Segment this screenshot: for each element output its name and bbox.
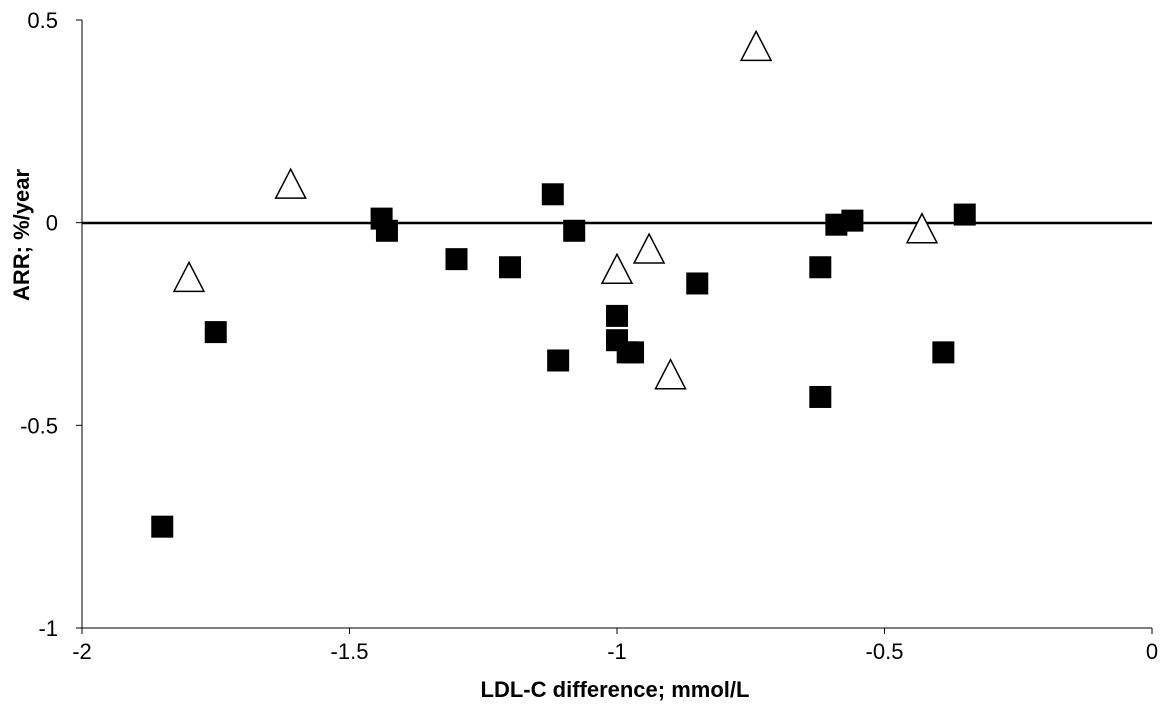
square-point — [375, 219, 398, 242]
x-axis-title: LDL-C difference; mmol/L — [481, 677, 750, 702]
square-point — [151, 515, 174, 538]
triangle-point — [905, 212, 939, 244]
triangle-point — [739, 29, 773, 62]
square-point — [445, 248, 468, 271]
square-point — [809, 385, 832, 408]
x-tick-label: -0.5 — [866, 639, 904, 664]
tick-labels: -2 -1.5 -1 -0.5 0 -1 -0.5 0 0.5 — [20, 8, 1158, 664]
square-point — [563, 219, 586, 242]
y-tick-label: -0.5 — [20, 413, 58, 438]
triangle-point — [172, 260, 206, 293]
x-tick-label: -1 — [607, 639, 627, 664]
square-point — [541, 183, 564, 206]
square-point — [606, 304, 628, 327]
square-point — [622, 341, 645, 364]
square-point — [809, 256, 832, 279]
triangle-point — [654, 358, 687, 390]
y-axis-title: ARR; %/year — [9, 169, 34, 301]
tick-marks — [76, 19, 1153, 634]
triangle-point — [600, 252, 634, 285]
data-points — [151, 29, 976, 538]
square-point — [686, 272, 709, 295]
square-point — [547, 349, 570, 372]
y-tick-label: 0 — [46, 211, 58, 236]
square-point — [932, 341, 955, 364]
x-tick-label: -1.5 — [331, 639, 369, 664]
square-point — [953, 203, 976, 226]
x-tick-label: -2 — [72, 639, 92, 664]
x-tick-label: 0 — [1146, 639, 1158, 664]
y-tick-label: 0.5 — [27, 8, 58, 33]
triangle-point — [274, 167, 307, 199]
square-point — [841, 209, 864, 232]
square-point — [204, 321, 227, 344]
triangle-point — [632, 232, 666, 264]
y-tick-label: -1 — [38, 616, 58, 641]
square-point — [499, 256, 521, 279]
